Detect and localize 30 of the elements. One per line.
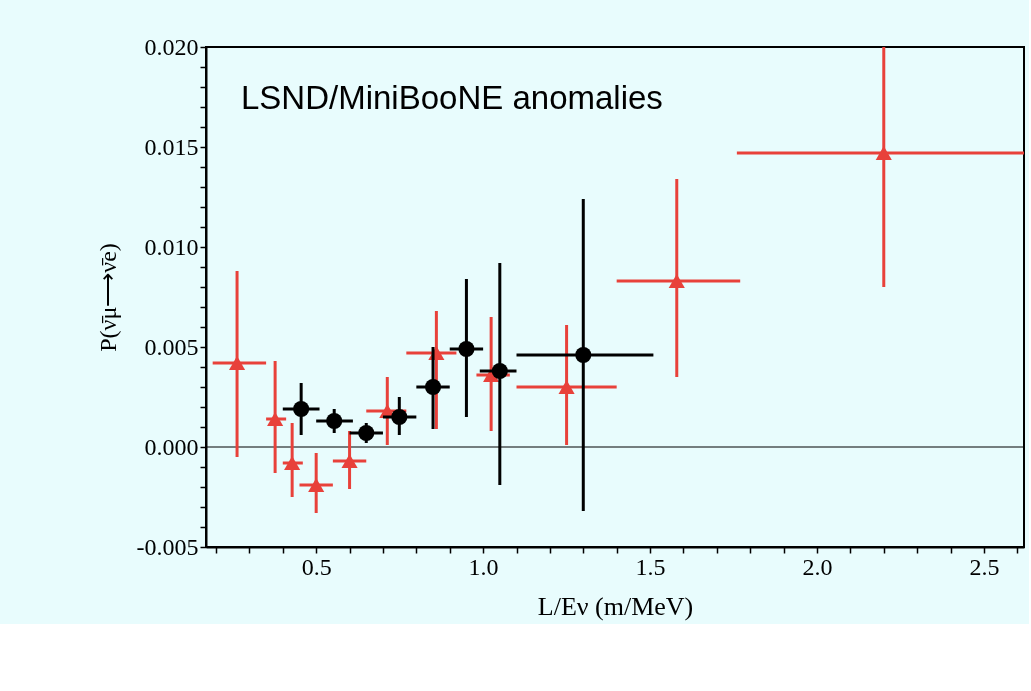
point (424, 378, 442, 396)
point (228, 356, 246, 370)
x-tick-label: 2.5 (969, 553, 1000, 580)
point (491, 362, 508, 380)
point (284, 456, 301, 470)
y-tick-label: 0.000 (144, 433, 199, 460)
y-axis-title: P(ν̄μ⟶ν̄e) (94, 243, 121, 352)
point (558, 380, 575, 394)
y-tick-label: 0.015 (144, 133, 199, 160)
point (358, 424, 375, 442)
x-tick-label: 2.0 (802, 553, 833, 580)
x-tick-label: 1.0 (468, 553, 499, 580)
point (458, 340, 475, 358)
x-tick-label: 0.5 (301, 553, 332, 580)
point (326, 412, 343, 430)
point (668, 274, 685, 288)
point (267, 412, 284, 426)
point (341, 454, 358, 468)
point (391, 408, 408, 426)
x-tick-label: 1.5 (635, 553, 666, 580)
y-tick-label: 0.020 (144, 33, 199, 60)
annotation: LSND/MiniBooNE anomalies (241, 79, 663, 116)
y-tick-label: 0.010 (144, 233, 199, 260)
x-axis-title: L/Eν (m/MeV) (537, 591, 694, 621)
point (875, 146, 892, 160)
point (308, 478, 325, 492)
point (575, 346, 592, 364)
y-tick-label: -0.005 (136, 533, 199, 560)
y-tick-label: 0.005 (144, 333, 199, 360)
point (293, 400, 310, 418)
